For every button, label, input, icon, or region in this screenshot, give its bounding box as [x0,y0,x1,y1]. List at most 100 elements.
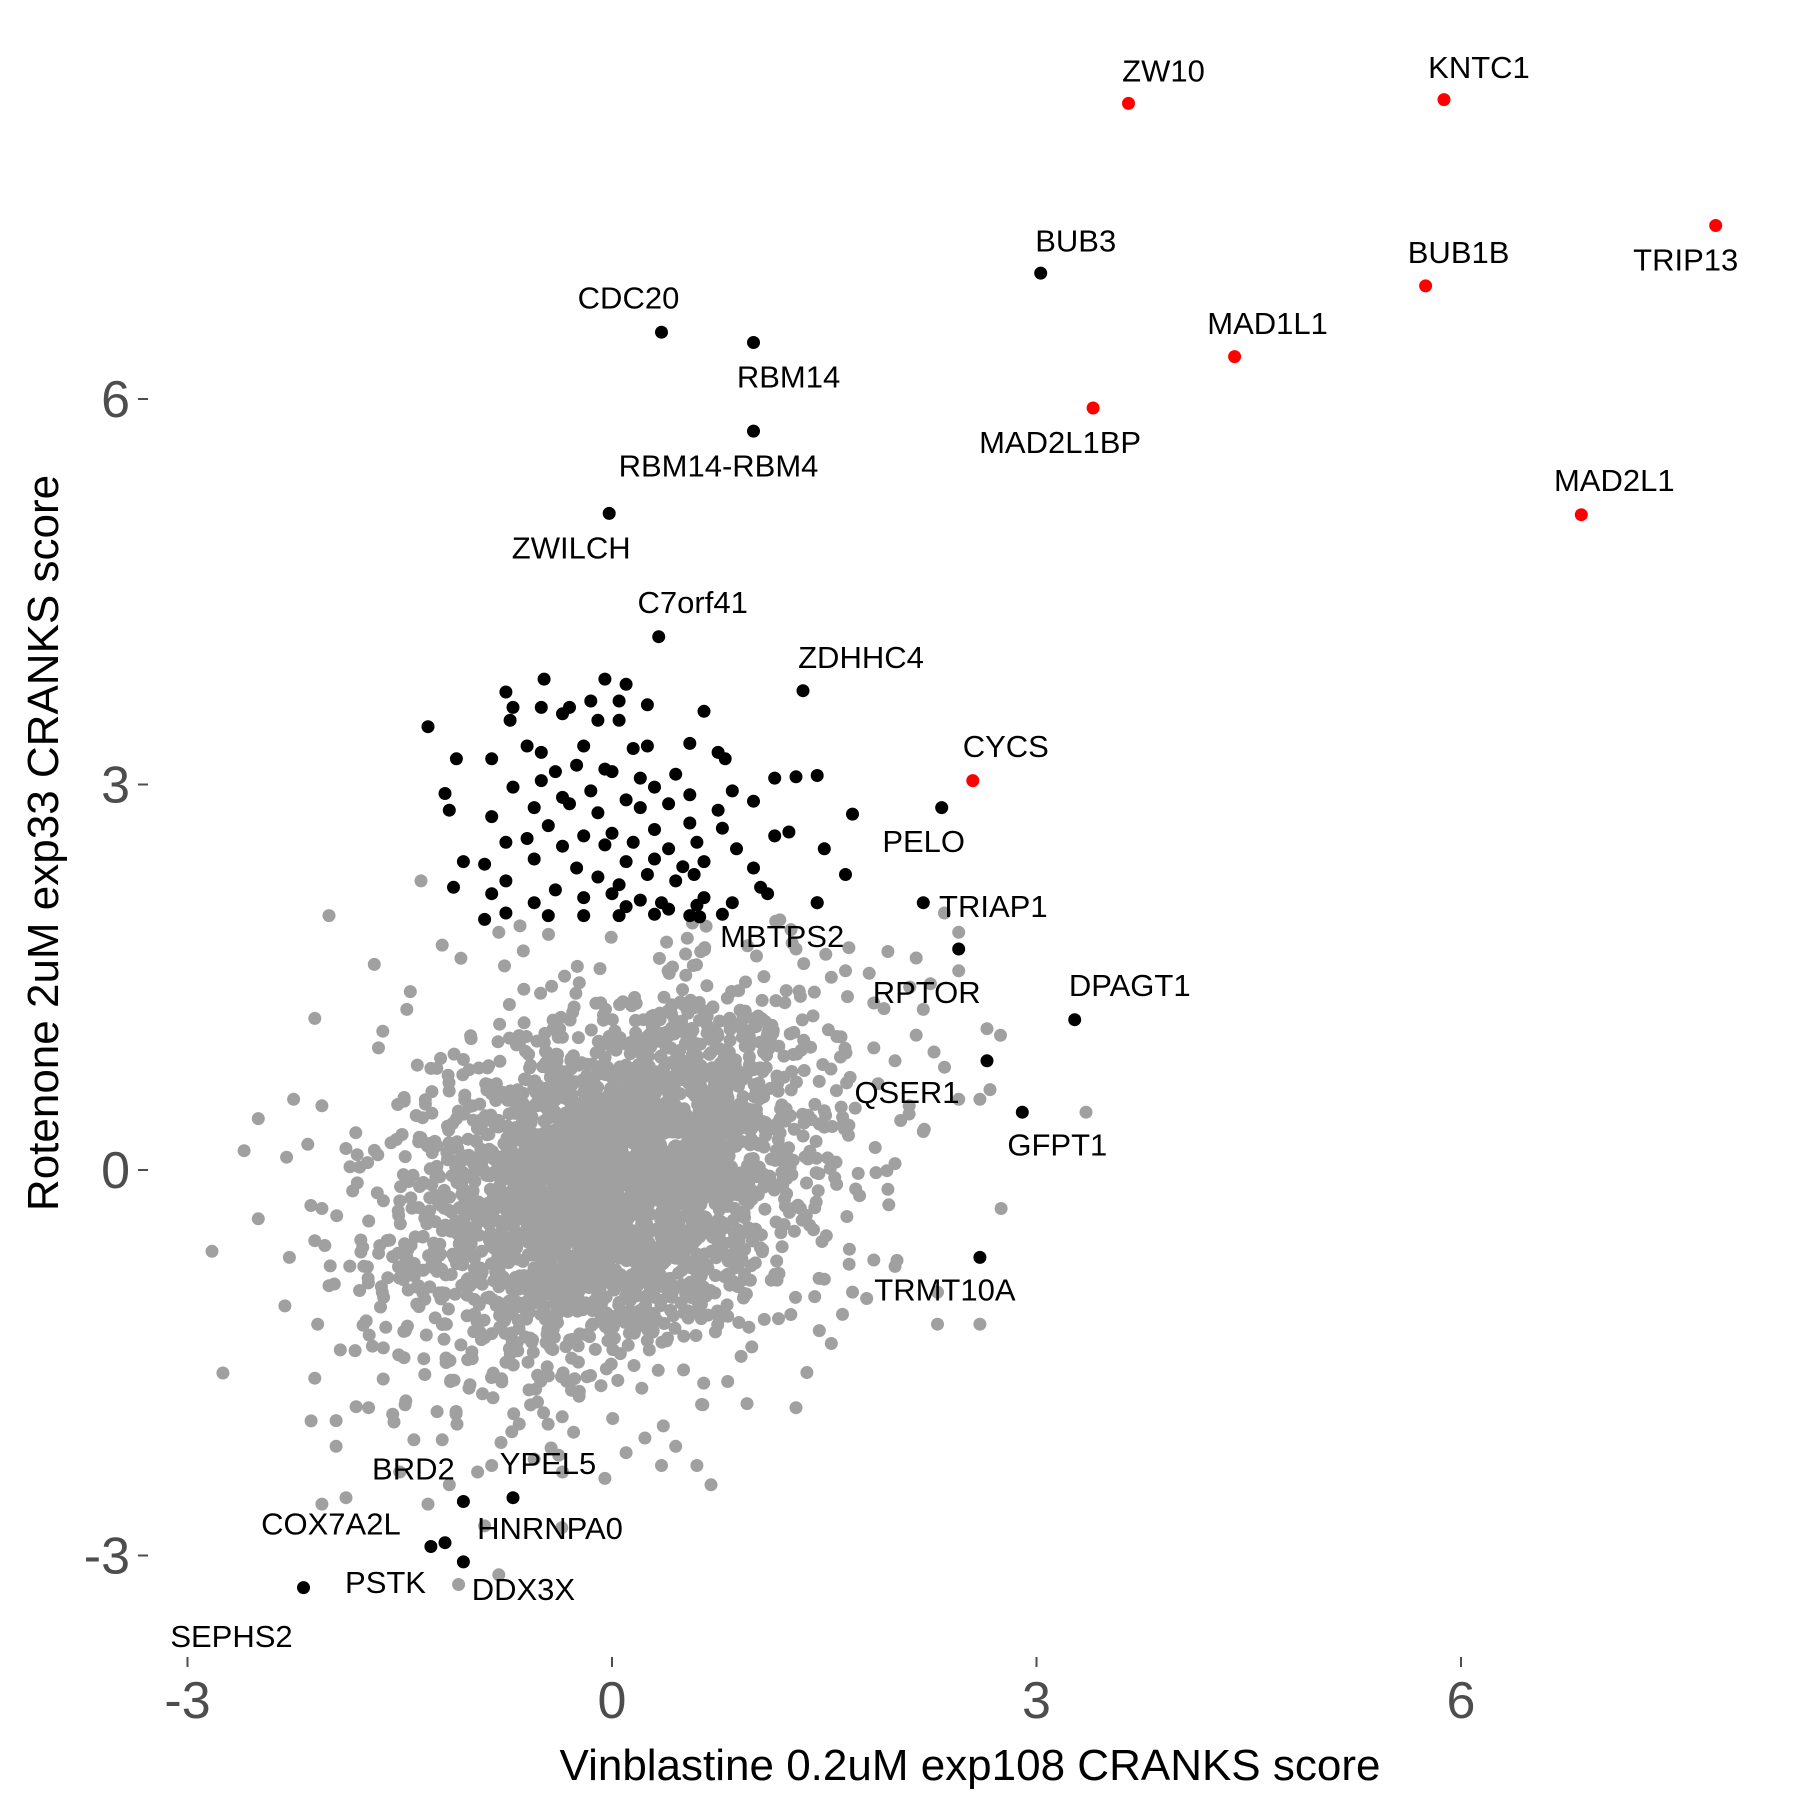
background-point [750,949,763,963]
background-point [433,1237,447,1251]
x-axis-title: Vinblastine 0.2uM exp108 CRANKS score [560,1741,1381,1790]
hit-point [527,896,541,910]
background-point [800,1176,813,1190]
background-point [444,1375,457,1388]
hit-point [447,880,460,894]
point-trip13 [1709,219,1723,232]
background-point [763,1174,777,1188]
background-point [511,1206,525,1220]
background-point [545,1220,559,1234]
background-point [463,1378,477,1392]
background-point [506,1358,520,1372]
background-point [748,1256,762,1270]
background-point [657,1103,671,1117]
point-ddx3x [456,1555,470,1569]
background-point [601,1334,615,1348]
background-point [497,1239,511,1252]
background-point [542,1171,555,1185]
background-point [555,1521,569,1535]
hit-point [577,909,591,923]
background-point [983,1083,997,1097]
background-point [482,1218,496,1232]
background-point [492,1568,506,1582]
background-point [754,1228,768,1242]
background-point [840,1210,854,1223]
background-point [604,1187,617,1201]
background-point [308,1371,322,1385]
background-point [812,1324,826,1338]
background-point [564,1089,578,1103]
background-point [793,989,807,1003]
background-point [365,1339,379,1353]
hit-point [438,787,452,800]
background-point [771,1116,785,1130]
background-point [304,1414,318,1428]
background-point [882,1198,896,1212]
background-point [952,964,966,978]
background-point [723,1278,737,1292]
background-point [503,1347,517,1361]
background-point [588,1342,602,1356]
background-point [550,1047,563,1061]
label-zwilch: ZWILCH [512,531,631,566]
background-point [353,1160,367,1174]
background-point [339,1491,353,1505]
background-point [494,1225,508,1239]
background-point [841,990,854,1004]
background-point [333,1343,347,1357]
background-point [517,982,531,996]
background-point [862,966,876,980]
background-point [734,1349,748,1363]
background-point [467,1325,481,1339]
background-point [572,976,586,990]
hit-point [619,677,633,691]
background-point [643,1138,657,1152]
background-point [391,1098,405,1111]
background-point [700,979,714,993]
background-point [583,1205,597,1219]
hit-point [503,713,517,727]
background-point [621,1338,635,1352]
background-point [280,1150,294,1164]
hit-point [548,765,562,779]
background-point [492,1158,506,1171]
background-point [595,1215,609,1229]
background-point [633,1033,647,1047]
background-point [446,1141,460,1155]
background-point [783,1161,797,1175]
background-point [471,1465,485,1479]
background-point [622,1104,636,1118]
background-point [448,1287,462,1301]
background-point [769,994,783,1008]
background-point [546,1013,560,1027]
background-point [711,1318,725,1332]
background-point [819,947,833,961]
background-point [669,1439,683,1453]
background-point [410,1263,424,1277]
background-point [430,1405,444,1419]
background-point [732,984,746,998]
background-point [481,1061,494,1075]
label-mad1l1: MAD1L1 [1207,306,1328,341]
background-point [398,1237,412,1251]
background-point [556,1238,570,1252]
background-point [497,1192,511,1206]
background-point [398,1150,412,1164]
label-rbm14-rbm4: RBM14-RBM4 [619,448,819,483]
hit-point [697,704,711,718]
background-point [353,1284,367,1297]
background-point [742,1102,755,1116]
background-point [804,1113,818,1126]
background-point [659,1040,673,1054]
hit-point [478,857,492,871]
background-point [501,1119,515,1133]
background-point [529,1179,542,1193]
background-point [391,1204,405,1218]
label-cox7a2l: COX7A2L [261,1507,401,1542]
hit-point [626,742,640,755]
background-point [909,951,923,965]
background-point [630,1044,644,1058]
background-point [513,1034,527,1048]
background-point [773,913,787,927]
hit-point [499,835,513,849]
